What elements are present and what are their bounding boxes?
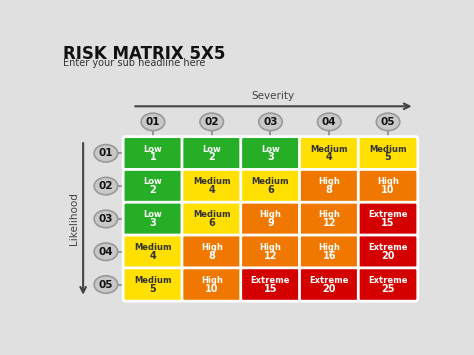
Text: 01: 01 <box>99 148 113 158</box>
Text: High: High <box>377 178 399 186</box>
FancyBboxPatch shape <box>182 235 241 268</box>
Text: High: High <box>201 276 223 285</box>
Text: 04: 04 <box>322 117 337 127</box>
FancyBboxPatch shape <box>358 235 418 268</box>
Text: 3: 3 <box>150 218 156 228</box>
Text: 3: 3 <box>267 152 274 163</box>
Circle shape <box>94 243 118 261</box>
Circle shape <box>94 178 118 195</box>
Text: 25: 25 <box>381 284 395 294</box>
Text: 12: 12 <box>264 251 277 261</box>
Text: Medium: Medium <box>134 243 172 252</box>
Text: 5: 5 <box>150 284 156 294</box>
Text: Extreme: Extreme <box>368 210 408 219</box>
Text: Medium: Medium <box>252 178 289 186</box>
Text: 4: 4 <box>150 251 156 261</box>
Text: 15: 15 <box>264 284 277 294</box>
Circle shape <box>94 210 118 228</box>
Text: Low: Low <box>144 178 162 186</box>
Text: 8: 8 <box>208 251 215 261</box>
FancyBboxPatch shape <box>300 235 359 268</box>
FancyBboxPatch shape <box>358 169 418 203</box>
FancyBboxPatch shape <box>358 268 418 301</box>
Text: 20: 20 <box>322 284 336 294</box>
FancyBboxPatch shape <box>182 169 241 203</box>
Text: 2: 2 <box>209 152 215 163</box>
FancyBboxPatch shape <box>182 202 241 236</box>
Text: 5: 5 <box>385 152 392 163</box>
Text: 1: 1 <box>150 152 156 163</box>
Text: 10: 10 <box>381 185 395 195</box>
Text: 05: 05 <box>99 279 113 290</box>
Text: Extreme: Extreme <box>368 243 408 252</box>
FancyBboxPatch shape <box>123 235 182 268</box>
Text: 9: 9 <box>267 218 274 228</box>
Text: Medium: Medium <box>369 145 407 154</box>
Text: 15: 15 <box>381 218 395 228</box>
Text: Enter your sub headline here: Enter your sub headline here <box>63 58 205 68</box>
Text: 20: 20 <box>381 251 395 261</box>
Text: Extreme: Extreme <box>251 276 290 285</box>
FancyBboxPatch shape <box>300 268 359 301</box>
Text: 8: 8 <box>326 185 333 195</box>
Circle shape <box>141 113 164 131</box>
Text: Medium: Medium <box>134 276 172 285</box>
Text: 12: 12 <box>322 218 336 228</box>
FancyBboxPatch shape <box>182 137 241 170</box>
FancyBboxPatch shape <box>300 202 359 236</box>
Text: 04: 04 <box>99 247 113 257</box>
Text: 01: 01 <box>146 117 160 127</box>
Text: 02: 02 <box>204 117 219 127</box>
Text: Medium: Medium <box>193 210 230 219</box>
Text: Low: Low <box>202 145 221 154</box>
Text: 10: 10 <box>205 284 219 294</box>
Text: 2: 2 <box>150 185 156 195</box>
Text: High: High <box>319 210 340 219</box>
Text: Extreme: Extreme <box>310 276 349 285</box>
Text: Low: Low <box>261 145 280 154</box>
FancyBboxPatch shape <box>300 137 359 170</box>
Text: 03: 03 <box>99 214 113 224</box>
Text: High: High <box>201 243 223 252</box>
FancyBboxPatch shape <box>358 202 418 236</box>
Text: Low: Low <box>144 210 162 219</box>
FancyBboxPatch shape <box>182 268 241 301</box>
Text: 6: 6 <box>209 218 215 228</box>
Circle shape <box>94 144 118 162</box>
Text: 16: 16 <box>322 251 336 261</box>
FancyBboxPatch shape <box>123 137 182 170</box>
Text: Severity: Severity <box>252 91 295 102</box>
Text: Extreme: Extreme <box>368 276 408 285</box>
Text: High: High <box>319 243 340 252</box>
FancyBboxPatch shape <box>241 235 300 268</box>
Text: Medium: Medium <box>193 178 230 186</box>
Text: 05: 05 <box>381 117 395 127</box>
Circle shape <box>318 113 341 131</box>
Text: 02: 02 <box>99 181 113 191</box>
Circle shape <box>376 113 400 131</box>
Circle shape <box>259 113 282 131</box>
FancyBboxPatch shape <box>123 202 182 236</box>
Text: 4: 4 <box>326 152 333 163</box>
Text: High: High <box>260 243 282 252</box>
FancyBboxPatch shape <box>241 202 300 236</box>
FancyBboxPatch shape <box>300 169 359 203</box>
FancyBboxPatch shape <box>241 169 300 203</box>
FancyBboxPatch shape <box>358 137 418 170</box>
Text: High: High <box>319 178 340 186</box>
Circle shape <box>200 113 223 131</box>
Circle shape <box>94 276 118 293</box>
Text: Medium: Medium <box>310 145 348 154</box>
FancyBboxPatch shape <box>123 169 182 203</box>
Text: Likelihood: Likelihood <box>69 192 79 245</box>
Text: High: High <box>260 210 282 219</box>
Text: 4: 4 <box>209 185 215 195</box>
FancyBboxPatch shape <box>241 268 300 301</box>
FancyBboxPatch shape <box>241 137 300 170</box>
FancyBboxPatch shape <box>123 268 182 301</box>
Text: 6: 6 <box>267 185 274 195</box>
Text: RISK MATRIX 5X5: RISK MATRIX 5X5 <box>63 45 225 63</box>
Text: 03: 03 <box>263 117 278 127</box>
Text: Low: Low <box>144 145 162 154</box>
